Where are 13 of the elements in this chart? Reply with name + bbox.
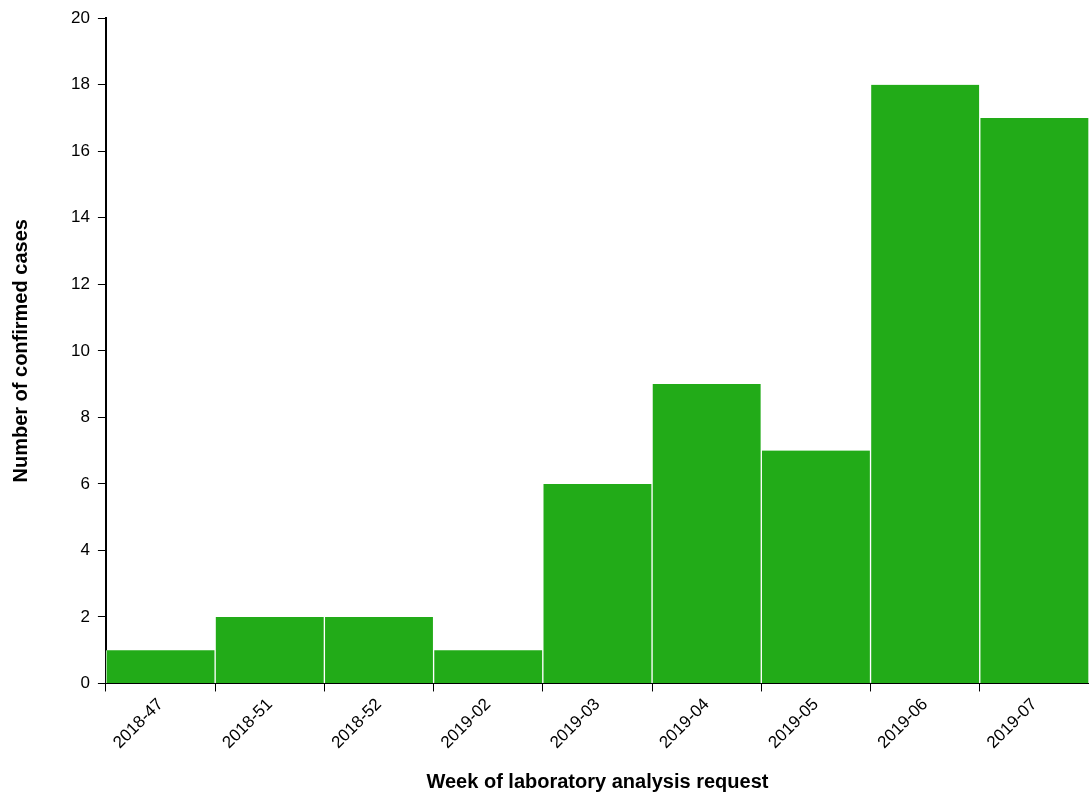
y-tick-label: 16 bbox=[70, 140, 90, 160]
y-tick-label: 18 bbox=[70, 74, 90, 94]
y-tick-label: 4 bbox=[80, 540, 90, 560]
y-tick-label: 12 bbox=[70, 273, 90, 293]
y-tick-label: 6 bbox=[80, 473, 90, 493]
y-tick-label: 20 bbox=[70, 7, 90, 27]
y-tick-label: 10 bbox=[70, 340, 90, 360]
y-tick-label: 14 bbox=[70, 207, 90, 227]
y-axis-title: Number of confirmed cases bbox=[8, 219, 31, 483]
y-tick-label: 2 bbox=[80, 606, 90, 626]
y-tick-label: 0 bbox=[80, 673, 90, 693]
x-axis-title: Week of laboratory analysis request bbox=[426, 769, 769, 792]
y-tick-label: 8 bbox=[80, 407, 90, 427]
